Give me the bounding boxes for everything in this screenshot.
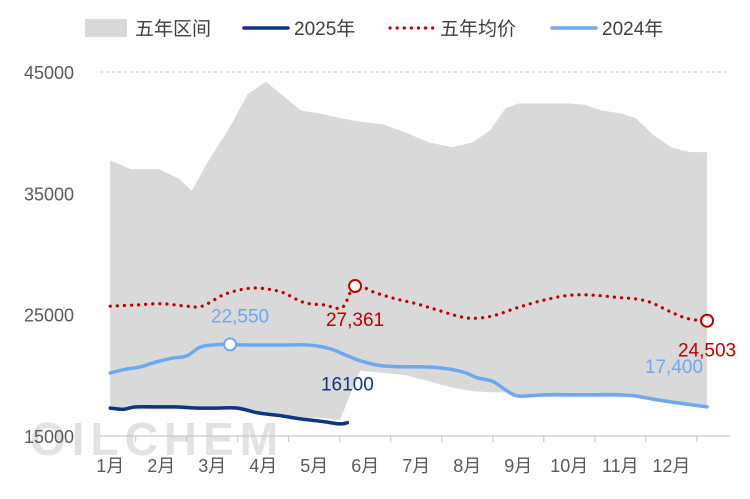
- point-marker: [700, 313, 715, 328]
- x-tick-label: 3月: [198, 456, 226, 476]
- x-tick-label: 2月: [147, 456, 175, 476]
- y-tick-label: 25000: [24, 306, 74, 326]
- series-line-0: [108, 404, 350, 426]
- x-axis: 1月 2月 3月 4月 5月 6月 7月 8月 9月 10月 11月 12月: [96, 435, 730, 476]
- x-tick-label: 12月: [652, 456, 690, 476]
- y-axis: 15000 25000 35000 45000: [24, 63, 74, 447]
- x-tick-label: 4月: [249, 456, 277, 476]
- y-tick-label: 45000: [24, 63, 74, 83]
- data-label: 22,550: [211, 306, 269, 327]
- x-tick-label: 10月: [550, 456, 588, 476]
- x-tick-label: 1月: [96, 456, 124, 476]
- series-line-1: [108, 283, 709, 323]
- legend-swatch: [85, 19, 127, 37]
- y-tick-label: 35000: [24, 184, 74, 204]
- series-line-2: [108, 342, 709, 409]
- data-label: 24,503: [678, 341, 736, 362]
- range-band: [110, 81, 707, 421]
- series-layer: [108, 279, 715, 426]
- point-marker: [348, 279, 363, 294]
- x-tick-label: 9月: [504, 456, 532, 476]
- watermark: OILCHEM: [30, 413, 284, 465]
- x-tick-label: 6月: [351, 456, 379, 476]
- legend: 五年区间 2025年 五年均价 2024年: [85, 18, 663, 40]
- legend-label: 2025年: [294, 18, 355, 40]
- x-tick-label: 8月: [453, 456, 481, 476]
- labels-layer: 16100 27,361 24,503 22,550 17,400: [211, 306, 736, 395]
- point-marker: [223, 337, 238, 352]
- legend-label: 五年区间: [135, 18, 211, 40]
- x-tick-label: 5月: [300, 456, 328, 476]
- data-label: 17,400: [645, 357, 703, 378]
- x-tick-label: 7月: [402, 456, 430, 476]
- range-band-area: [110, 81, 707, 421]
- y-tick-label: 15000: [24, 427, 74, 447]
- legend-label: 五年均价: [440, 18, 516, 40]
- data-label: 16100: [321, 375, 374, 396]
- legend-label: 2024年: [602, 18, 663, 40]
- data-label: 27,361: [326, 310, 384, 331]
- x-tick-label: 11月: [602, 456, 639, 476]
